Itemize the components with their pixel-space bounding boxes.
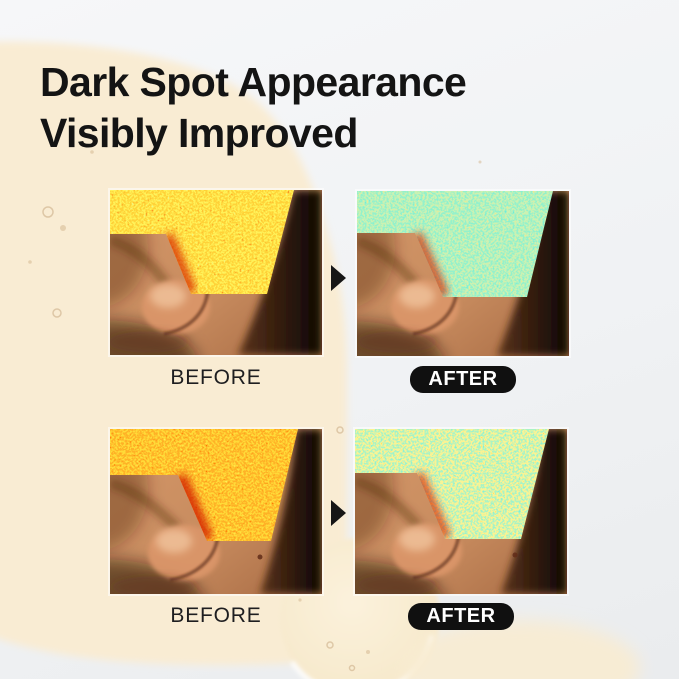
- page-title: Dark Spot Appearance Visibly Improved: [40, 57, 640, 159]
- after-badge-row2-wrap: AFTER: [355, 603, 567, 630]
- nose: [110, 478, 263, 594]
- right-arrow-icon: [331, 265, 346, 291]
- title-line-2: Visibly Improved: [40, 110, 358, 157]
- after-badge-row2: AFTER: [408, 603, 514, 630]
- after-photo-row2: [355, 429, 567, 594]
- before-label-row2: BEFORE: [170, 604, 262, 627]
- serum-bubbles: [42, 206, 356, 672]
- right-arrow-icon: [331, 500, 346, 526]
- title-line-1: Dark Spot Appearance: [40, 59, 467, 106]
- after-badge-row1-wrap: AFTER: [357, 366, 569, 393]
- nose: [355, 476, 518, 594]
- after-photo-row1: [357, 191, 569, 356]
- after-badge-row1: AFTER: [410, 366, 516, 393]
- before-label-row1: BEFORE: [170, 366, 262, 389]
- before-photo-row2: [110, 429, 322, 594]
- before-photo-row1: [110, 190, 322, 355]
